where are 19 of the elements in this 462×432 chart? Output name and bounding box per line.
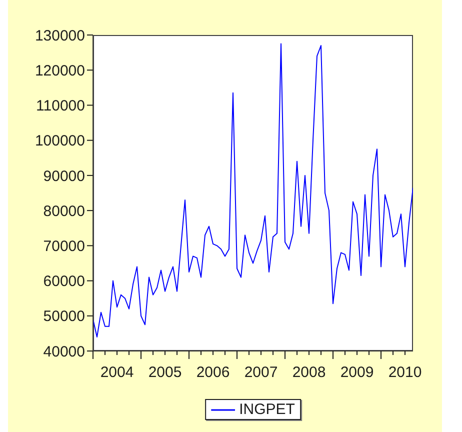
y-tick-label: 80000 [43,202,85,220]
x-tick-label: 2005 [148,364,182,381]
y-tick-label: 70000 [43,238,85,255]
y-tick-label: 40000 [43,343,85,360]
y-tick-label: 110000 [36,98,85,115]
y-tick-label: 50000 [43,308,85,326]
y-tick-label: 90000 [43,168,85,185]
y-tick-label: 120000 [34,62,85,80]
x-tick-label: 2010 [388,364,422,381]
legend-label: INGPET [239,401,295,418]
x-tick-label: 2007 [244,364,278,381]
x-tick-label: 2008 [292,364,326,381]
y-tick-label: 60000 [43,273,85,290]
x-tick-label: 2009 [340,364,374,381]
line-series [93,43,413,338]
y-tick-label: 130000 [34,27,85,44]
x-tick-label: 2004 [100,364,134,381]
y-tick-label: 100000 [34,132,85,150]
x-tick-label: 2006 [196,364,230,381]
